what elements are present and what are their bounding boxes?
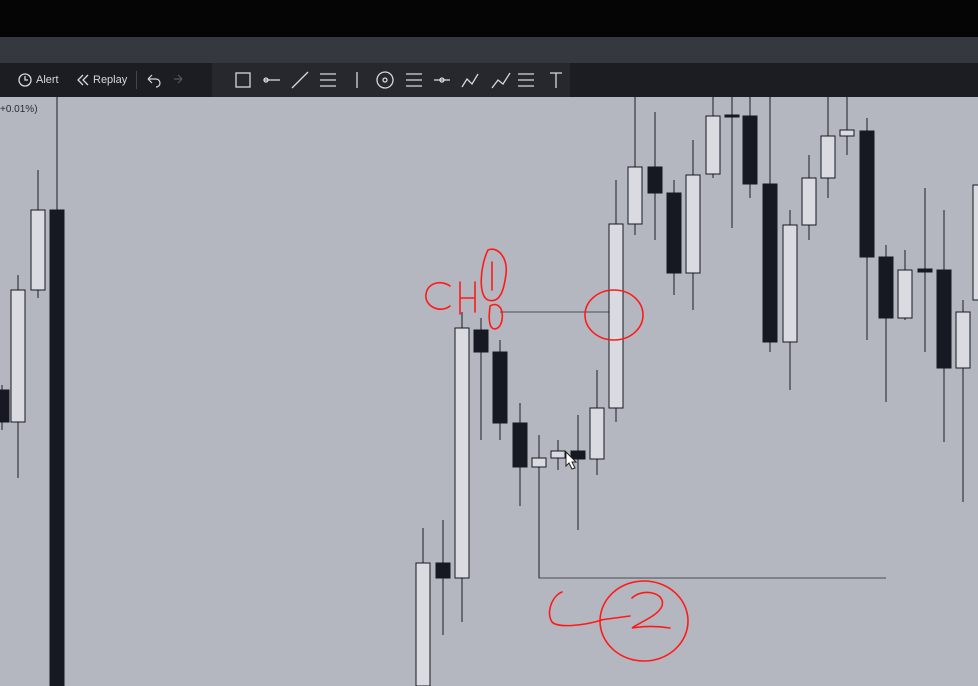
candle-body — [30, 209, 46, 291]
replay-icon[interactable] — [76, 73, 90, 87]
alert-button[interactable]: Alert — [36, 74, 59, 86]
candle-body — [897, 269, 913, 319]
annotation — [425, 281, 476, 315]
annotation — [631, 591, 671, 629]
candle-body — [647, 166, 663, 194]
candle-body — [839, 129, 855, 137]
candle-body — [550, 450, 566, 459]
candle-body — [782, 224, 798, 343]
candle-body — [820, 135, 836, 179]
candle-body — [589, 407, 605, 460]
candle-body — [685, 174, 701, 274]
drawing-tools — [212, 63, 570, 97]
candle-body — [454, 327, 470, 579]
candle-body — [570, 450, 586, 460]
candle-body — [724, 114, 740, 118]
annotation — [599, 580, 689, 662]
candle-body — [415, 562, 431, 686]
candle-body — [608, 223, 624, 409]
candle-body — [742, 115, 758, 185]
tab-bar — [0, 37, 978, 63]
candle-body — [10, 289, 26, 423]
candle-body — [705, 115, 721, 175]
tool-icons[interactable] — [212, 63, 570, 97]
candle-body — [531, 457, 547, 468]
undo-redo[interactable] — [145, 70, 185, 90]
candle-body — [512, 422, 528, 468]
cursor — [565, 450, 578, 470]
top-bar — [0, 0, 978, 37]
candle-body — [49, 209, 65, 686]
candle-body — [435, 562, 451, 579]
candle-body — [878, 256, 894, 319]
candle-body — [972, 184, 978, 301]
candle-body — [473, 329, 489, 353]
candle-body — [762, 183, 778, 343]
candle-body — [955, 311, 971, 369]
replay-button[interactable]: Replay — [93, 74, 128, 86]
candle-body — [492, 351, 508, 424]
alert-icon[interactable] — [17, 72, 33, 88]
annotation — [584, 289, 644, 341]
level-lines — [500, 311, 886, 579]
candle-body — [859, 130, 875, 258]
annotation — [548, 591, 631, 627]
annotation — [480, 248, 508, 330]
candle-body — [666, 192, 682, 274]
candle-body — [627, 166, 643, 225]
price-change: +0.01%) — [0, 104, 38, 115]
candle-body — [0, 389, 10, 423]
candle-body — [936, 269, 952, 369]
candle-body — [917, 268, 933, 273]
separator — [136, 71, 137, 89]
candle-body — [801, 177, 817, 226]
